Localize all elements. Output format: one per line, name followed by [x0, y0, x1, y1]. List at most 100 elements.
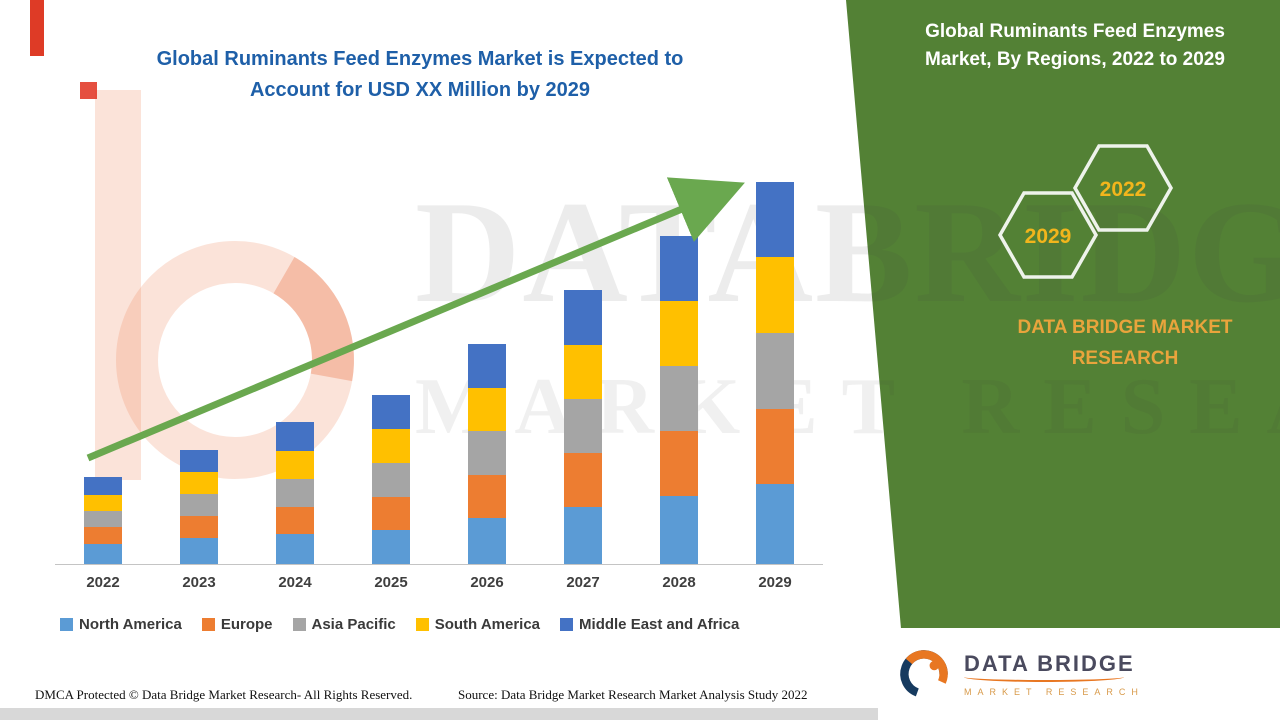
hexagon-year-2029: 2029 [1025, 225, 1072, 248]
stacked-bar-chart: 2022 2023 2024 2025 2026 2027 2028 2029 [55, 182, 823, 591]
x-axis-label: 2027 [566, 574, 600, 591]
bar-segment [180, 494, 218, 516]
bar-column-2026 [439, 344, 535, 564]
bar-segment [564, 507, 602, 564]
bar-column-2023 [151, 450, 247, 564]
bar-segment [276, 422, 314, 451]
bar-segment [276, 507, 314, 534]
bar-stack [276, 422, 314, 564]
legend-label: Middle East and Africa [579, 616, 740, 633]
x-axis-label: 2022 [86, 574, 120, 591]
year-hexagons: 2029 2022 [997, 144, 1174, 279]
bar-segment [276, 534, 314, 564]
dmca-notice: DMCA Protected © Data Bridge Market Rese… [35, 687, 413, 702]
source-note: Source: Data Bridge Market Research Mark… [458, 687, 808, 702]
chart-title: Global Ruminants Feed Enzymes Market is … [156, 48, 684, 101]
bar-column-2028 [631, 236, 727, 564]
bar-stack [84, 477, 122, 564]
x-axis-label: 2023 [182, 574, 216, 591]
bar-segment [756, 257, 794, 333]
logo-tagline: MARKET RESEARCH [964, 687, 1144, 697]
legend-item: Middle East and Africa [560, 616, 739, 633]
data-bridge-logo-box: DATA BRIDGE MARKET RESEARCH [878, 628, 1280, 720]
bar-segment [756, 409, 794, 484]
bar-segment [84, 511, 122, 527]
legend-swatch-icon [560, 618, 574, 631]
x-labels-row: 2022 2023 2024 2025 2026 2027 2028 2029 [55, 574, 823, 591]
side-panel-title: Global Ruminants Feed Enzymes Market, By… [925, 21, 1225, 70]
legend-label: Asia Pacific [311, 616, 396, 633]
bar-segment [468, 475, 506, 518]
bar-segment [564, 453, 602, 507]
bar-segment [660, 236, 698, 301]
legend-item: South America [415, 616, 541, 633]
hexagon-2029-outline [997, 191, 1099, 279]
bar-segment [84, 495, 122, 511]
bar-segment [180, 450, 218, 472]
bar-stack [660, 236, 698, 564]
bar-column-2027 [535, 290, 631, 564]
logo-swoosh-underline [964, 677, 1124, 682]
bar-segment [564, 345, 602, 399]
bar-segment [84, 477, 122, 495]
bar-segment [372, 497, 410, 530]
bar-segment [660, 366, 698, 431]
bar-segment [372, 429, 410, 463]
bar-stack [564, 290, 602, 564]
bar-stack [372, 395, 410, 564]
legend: North America Europe Asia Pacific South Ame… [60, 616, 739, 633]
bar-segment [660, 431, 698, 496]
bar-segment [660, 301, 698, 366]
bar-segment [564, 399, 602, 453]
bar-segment [84, 544, 122, 564]
bars-row [55, 182, 823, 565]
bar-segment [468, 518, 506, 564]
bar-segment [180, 472, 218, 494]
x-axis-label: 2026 [470, 574, 504, 591]
bar-stack [180, 450, 218, 564]
legend-label: Europe [220, 616, 273, 633]
logo-text-block: DATA BRIDGE MARKET RESEARCH [964, 651, 1144, 697]
bar-segment [756, 484, 794, 564]
bar-stack [468, 344, 506, 564]
bar-column-2022 [55, 477, 151, 564]
bar-segment [372, 530, 410, 564]
legend-swatch-icon [292, 618, 306, 631]
bar-segment [276, 451, 314, 479]
data-bridge-logo-icon [900, 650, 948, 698]
legend-swatch-icon [201, 618, 215, 631]
bar-segment [468, 344, 506, 388]
legend-item: North America [60, 616, 182, 633]
bar-segment [276, 479, 314, 507]
legend-item: Europe [201, 616, 273, 633]
hexagon-2022-outline [1072, 144, 1174, 232]
x-axis-label: 2024 [278, 574, 312, 591]
bar-column-2029 [727, 182, 823, 564]
legend-swatch-icon [415, 618, 429, 631]
bar-column-2025 [343, 395, 439, 564]
bar-segment [468, 388, 506, 431]
legend-item: Asia Pacific [292, 616, 396, 633]
bar-segment [180, 516, 218, 538]
bar-column-2024 [247, 422, 343, 564]
bar-segment [372, 395, 410, 429]
side-panel-brand-text: DATA BRIDGE MARKET RESEARCH [1017, 317, 1233, 370]
legend-label: South America [434, 616, 541, 633]
hexagon-year-2022: 2022 [1100, 178, 1147, 201]
bar-segment [372, 463, 410, 497]
bottom-gray-strip [0, 708, 878, 720]
bar-segment [756, 182, 794, 257]
legend-swatch-icon [60, 618, 73, 631]
bar-segment [468, 431, 506, 475]
bar-segment [180, 538, 218, 564]
logo-name: DATA BRIDGE [964, 651, 1135, 676]
bar-segment [564, 290, 602, 345]
bar-segment [660, 496, 698, 564]
decorative-red-bar [30, 0, 44, 56]
bar-stack [756, 182, 794, 564]
bar-segment [756, 333, 794, 409]
x-axis-label: 2029 [758, 574, 792, 591]
x-axis-label: 2025 [374, 574, 408, 591]
